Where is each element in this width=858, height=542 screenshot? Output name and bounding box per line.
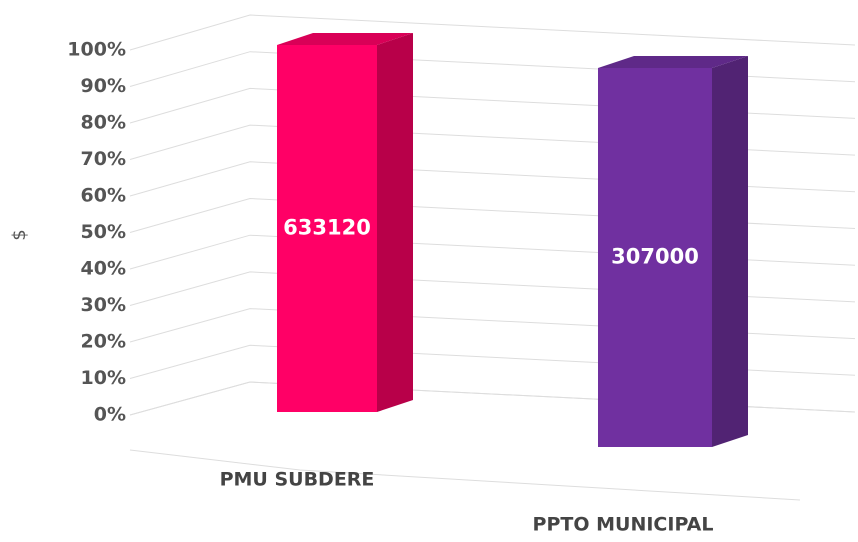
x-tick-label: PMU SUBDERE — [220, 469, 375, 491]
y-tick-label: 40% — [81, 258, 126, 280]
x-tick-label: PPTO MUNICIPAL — [533, 514, 714, 536]
y-tick-label: 70% — [81, 148, 126, 170]
bar-side — [377, 33, 413, 412]
y-tick-label: 60% — [81, 185, 126, 207]
y-tick-label: 100% — [67, 39, 126, 61]
y-tick-label: 20% — [81, 331, 126, 353]
y-tick-label: 90% — [81, 75, 126, 97]
y-axis-label: $ — [9, 229, 30, 240]
chart: $ 0% 10% 20% 30% 40% 50% 60% 70% 80% 90% 100% 63312… — [0, 0, 858, 542]
value-label: 307000 — [611, 245, 699, 269]
bar-side — [712, 56, 748, 447]
y-tick-label: 10% — [81, 367, 126, 389]
value-label: 633120 — [283, 216, 371, 240]
y-tick-label: 30% — [81, 294, 126, 316]
y-tick-label: 0% — [94, 404, 126, 426]
y-tick-label: 80% — [81, 112, 126, 134]
grid-line — [130, 15, 855, 50]
y-tick-label: 50% — [81, 221, 126, 243]
